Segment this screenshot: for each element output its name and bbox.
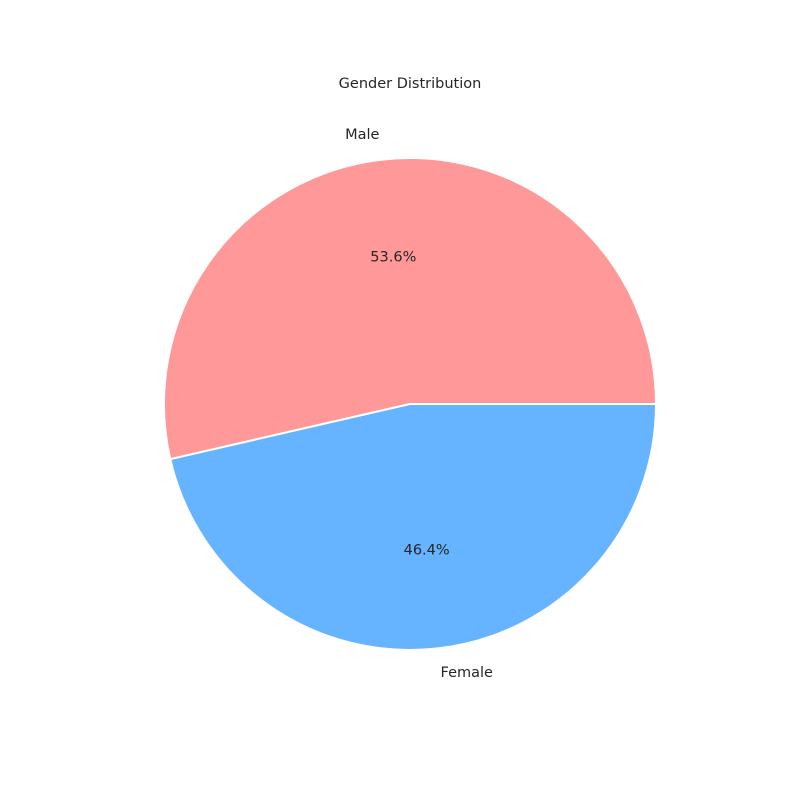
percent-label-female: 46.4% [404,543,450,559]
pie-slices [163,157,657,651]
slice-male [163,157,657,461]
percent-label-male: 53.6% [370,249,416,265]
label-female: Female [441,665,494,681]
slice-female [169,403,657,651]
pie-labels: Male 53.6% Female 46.4% [345,127,493,681]
chart-title: Gender Distribution [339,76,482,92]
label-male: Male [345,127,379,143]
